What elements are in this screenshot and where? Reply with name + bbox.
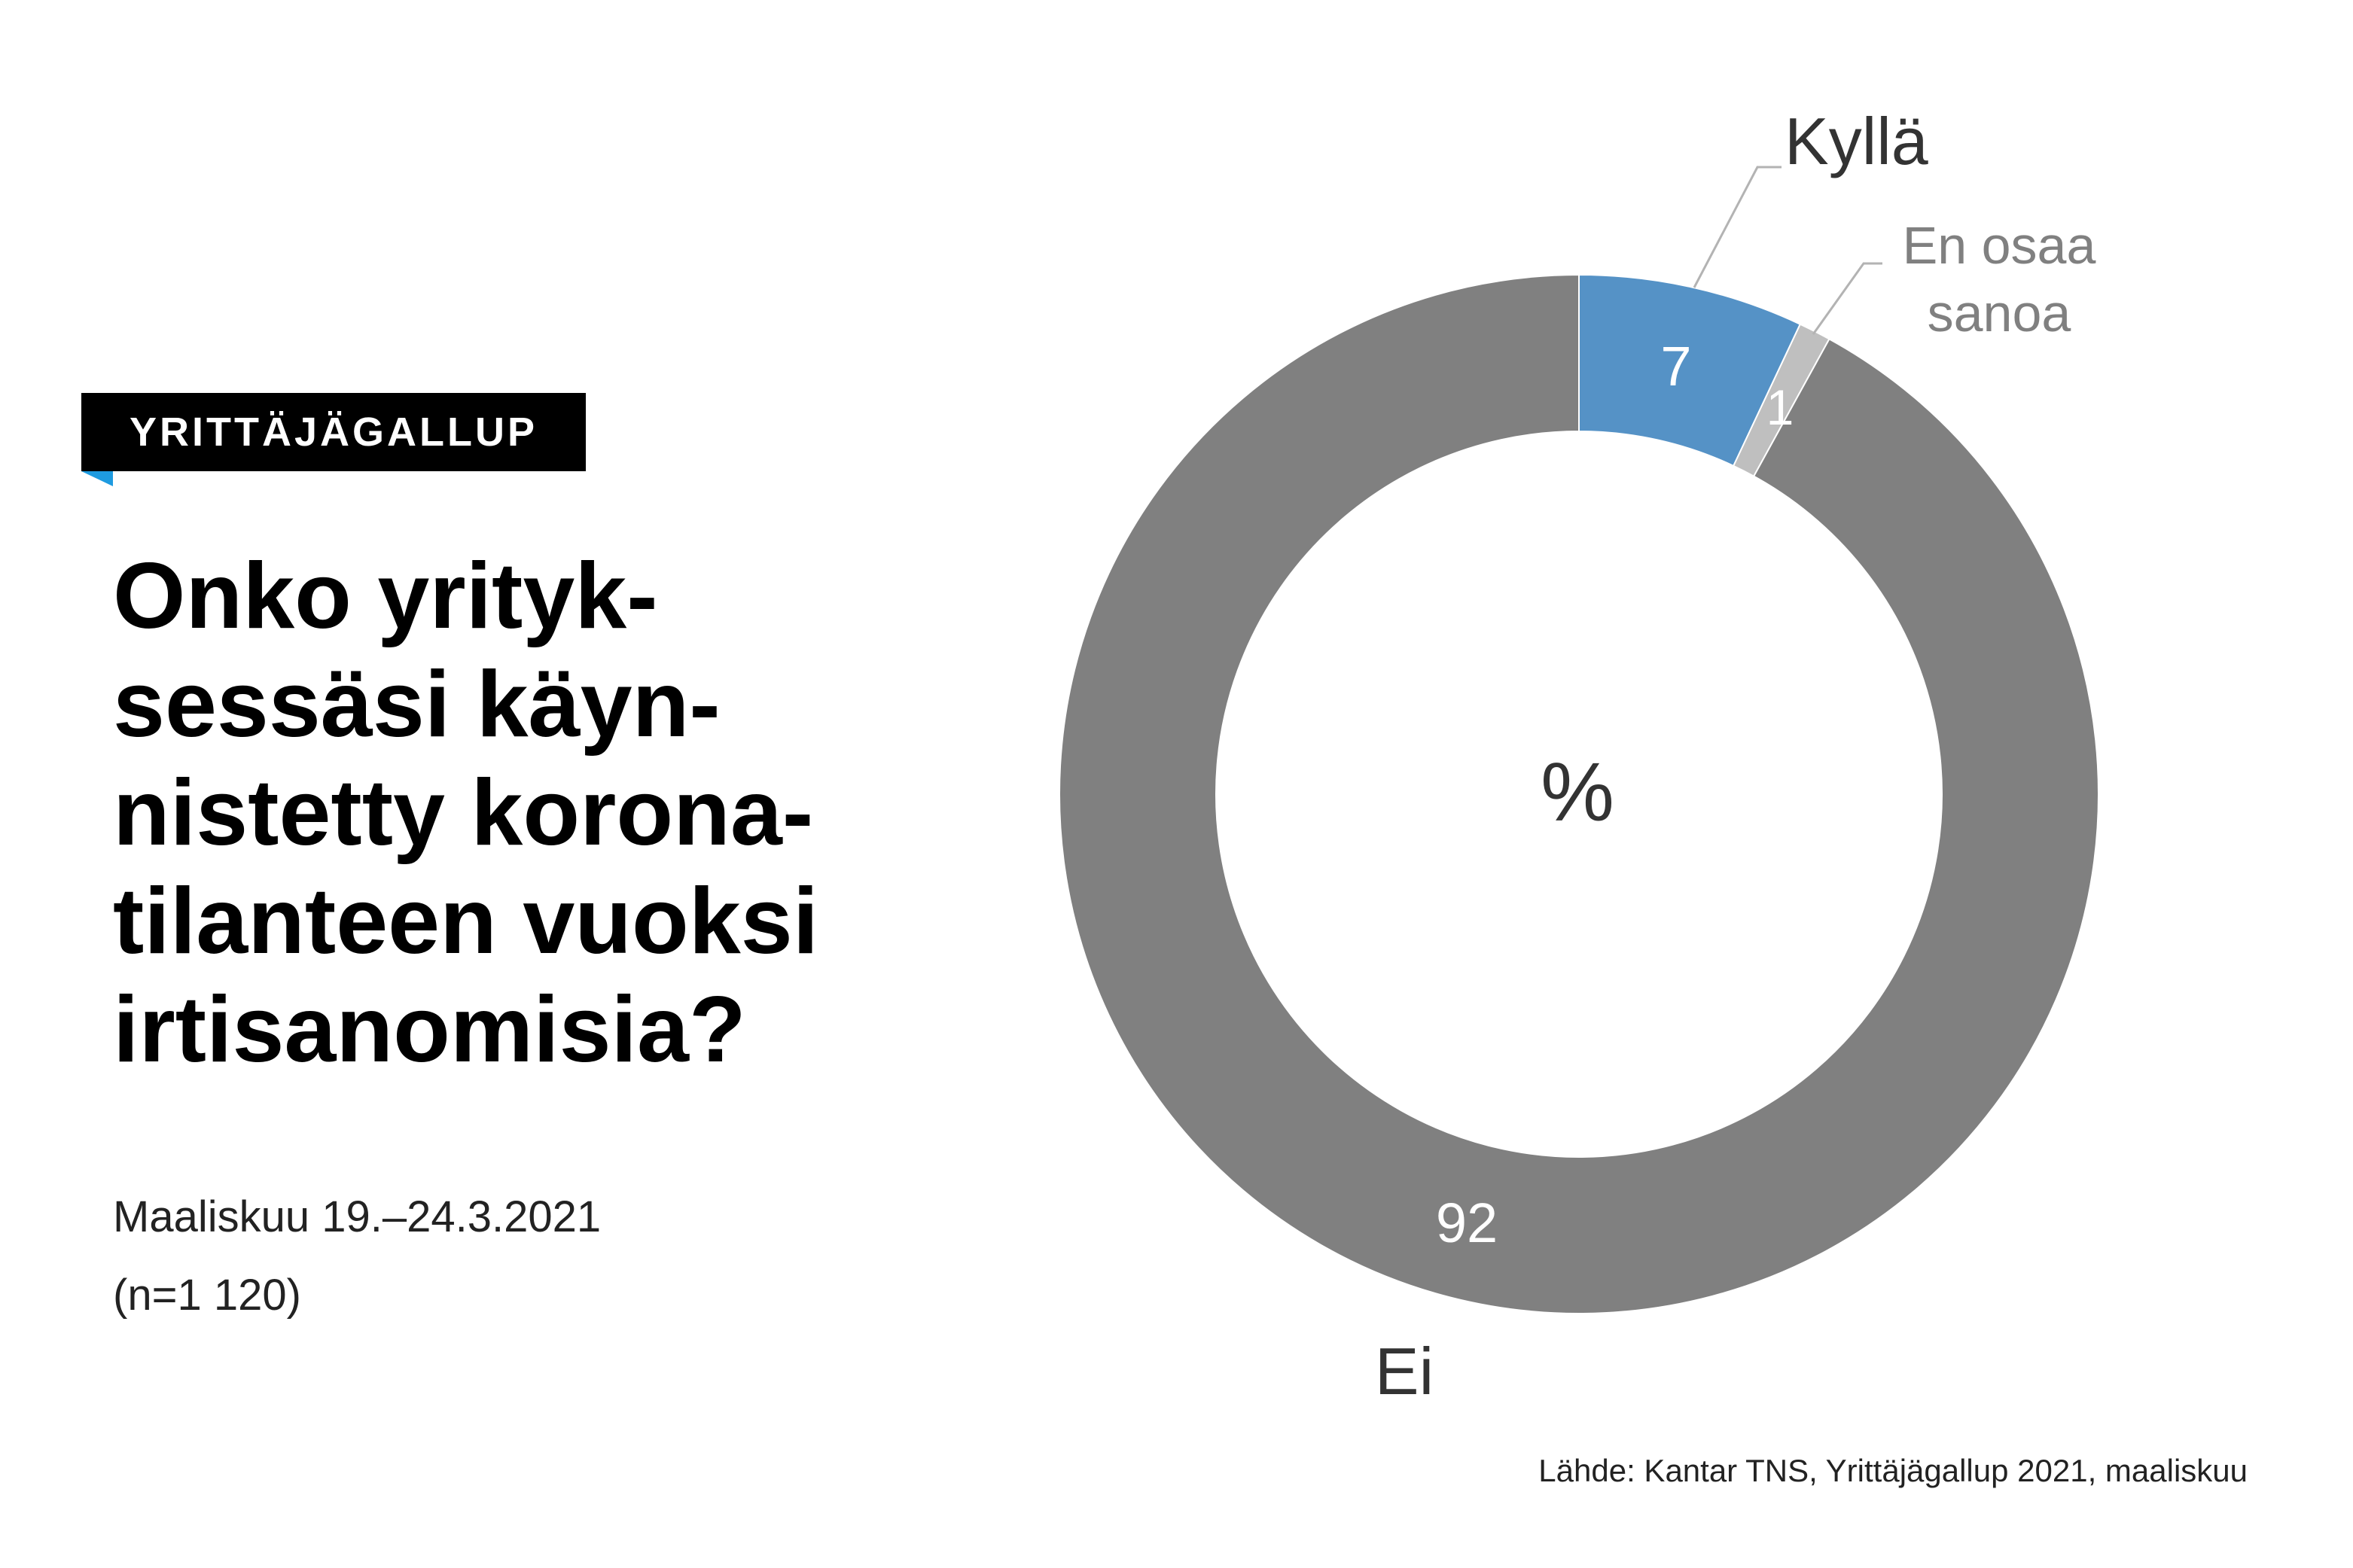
category-badge: YRITTÄJÄGALLUP	[81, 393, 586, 471]
donut-slice-ei	[1059, 273, 2099, 1314]
donut-center-label: %	[1541, 746, 1614, 839]
source-note: Lähde: Kantar TNS, Yrittäjägallup 2021, …	[1538, 1453, 2248, 1488]
leader-line-kylla	[1693, 166, 1782, 288]
data-label-ei: 92	[1436, 1192, 1498, 1254]
title-line: irtisanomisia?	[113, 978, 746, 1082]
category-badge-label: YRITTÄJÄGALLUP	[130, 410, 538, 455]
leader-lines	[1693, 166, 1882, 335]
survey-sample-size: (n=1 120)	[113, 1271, 301, 1320]
question-title: Onko yrityk- sessäsi käyn- nistetty koro…	[113, 542, 941, 1084]
title-line: Onko yrityk-	[113, 544, 658, 648]
survey-meta: Maaliskuu 19.–24.3.2021 (n=1 120)	[113, 1178, 601, 1335]
category-label-en-osaa-line-1: En osaa	[1903, 216, 2096, 275]
data-label-en-osaa: 1	[1766, 379, 1794, 435]
title-line: nistetty korona-	[113, 761, 814, 865]
leader-line-en-osaa	[1812, 262, 1882, 335]
title-line: tilanteen vuoksi	[113, 869, 819, 973]
donut-slices	[1059, 273, 2099, 1314]
survey-period: Maaliskuu 19.–24.3.2021	[113, 1192, 602, 1241]
data-label-kylla: 7	[1660, 335, 1691, 397]
category-label-kylla: Kyllä	[1785, 104, 1928, 178]
category-label-en-osaa-line-2: sanoa	[1928, 284, 2071, 343]
badge-accent-tick	[81, 471, 113, 486]
title-line: sessäsi käyn-	[113, 653, 721, 757]
category-label-ei: Ei	[1375, 1334, 1434, 1408]
